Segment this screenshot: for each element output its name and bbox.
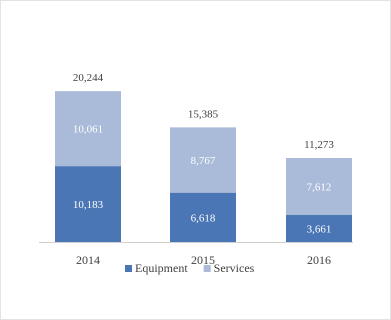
data-label-equipment-2015: 6,618 xyxy=(191,212,216,224)
bars-group xyxy=(55,91,352,242)
bar-services-2015 xyxy=(170,127,236,193)
x-tick-group: 2014 2015 2016 xyxy=(76,253,331,267)
total-label-2015: 15,385 xyxy=(188,108,219,120)
legend: Equipment Services xyxy=(125,261,255,275)
labels-group: 10,183 10,061 20,244 6,618 8,767 15,385 3,661 7… xyxy=(73,72,335,235)
bar-services-2014 xyxy=(55,91,121,167)
legend-swatch-equipment xyxy=(125,265,132,272)
legend-swatch-services xyxy=(203,265,211,272)
data-label-services-2015: 8,767 xyxy=(191,155,216,167)
data-label-equipment-2014: 10,183 xyxy=(73,199,104,211)
bar-services-2016 xyxy=(286,158,352,215)
legend-label-equipment: Equipment xyxy=(135,261,188,275)
x-tick-label-2016: 2016 xyxy=(307,253,331,267)
x-tick-label-2015: 2015 xyxy=(191,253,215,267)
legend-label-services: Services xyxy=(214,261,255,275)
bar-equipment-2014 xyxy=(55,166,121,242)
data-label-services-2014: 10,061 xyxy=(73,124,103,136)
data-label-services-2016: 7,612 xyxy=(307,181,332,193)
bar-equipment-2015 xyxy=(170,192,236,242)
x-tick-label-2014: 2014 xyxy=(76,253,100,267)
total-label-2016: 11,273 xyxy=(304,139,334,151)
bar-equipment-2016 xyxy=(286,214,352,242)
total-label-2014: 20,244 xyxy=(73,72,104,84)
data-label-equipment-2016: 3,661 xyxy=(307,223,332,235)
